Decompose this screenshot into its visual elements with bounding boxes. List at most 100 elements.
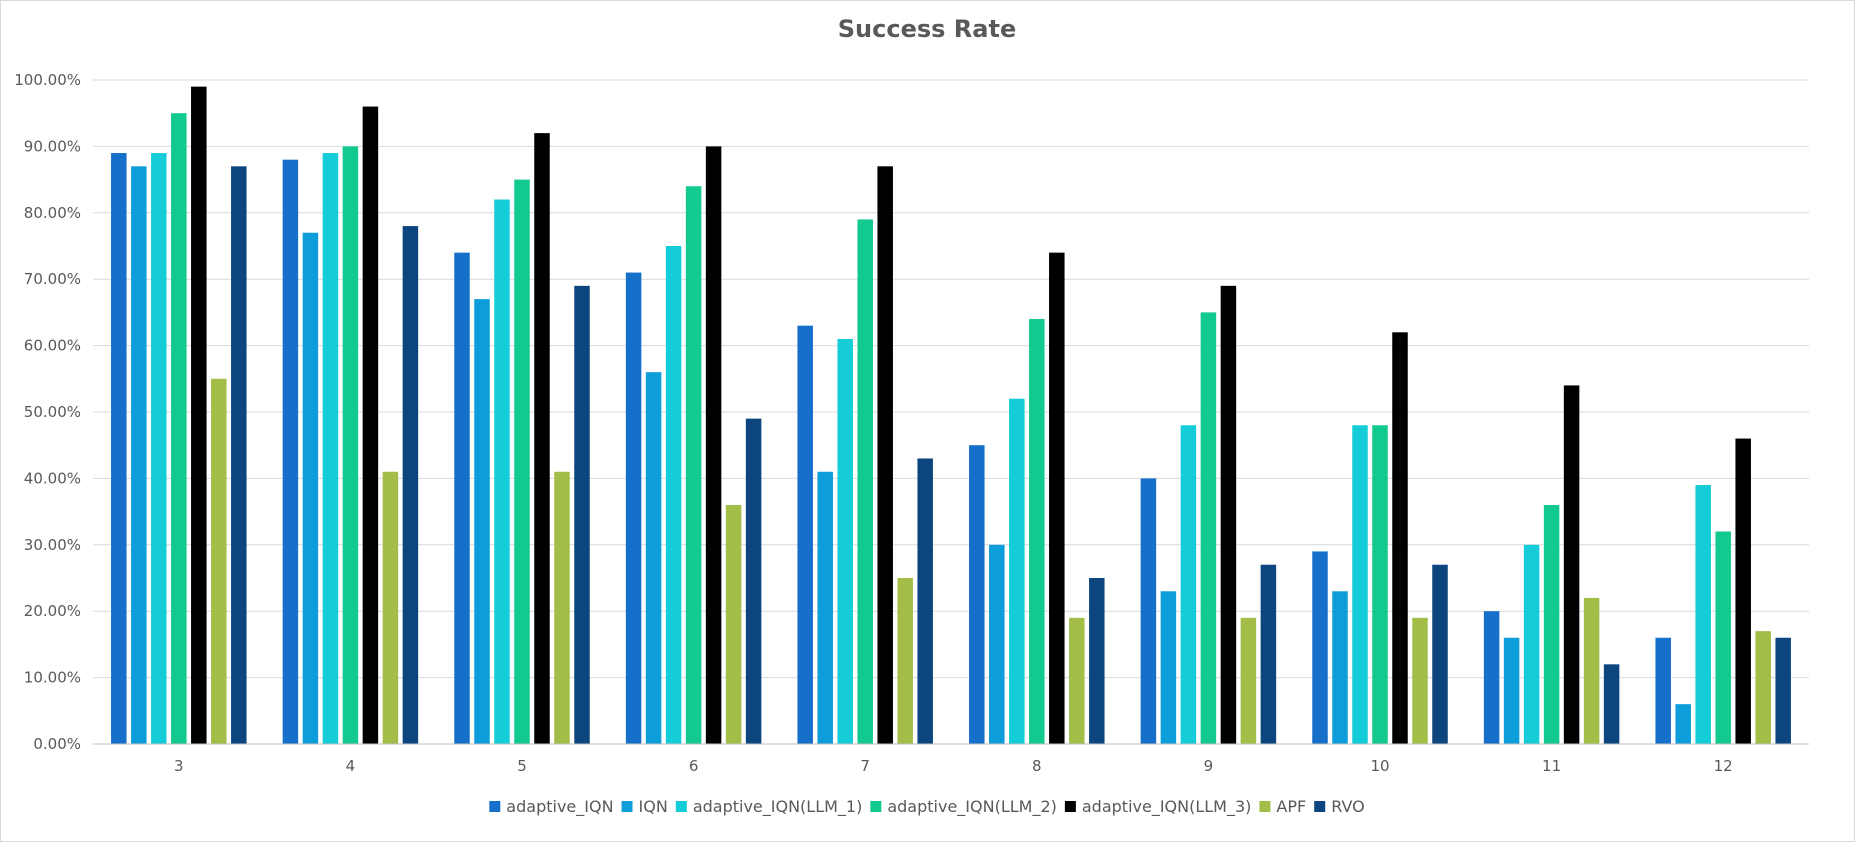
legend-label: adaptive_IQN(LLM_3) [1082,797,1252,817]
bar [474,299,490,744]
x-tick-label: 11 [1542,757,1561,775]
x-tick-label: 5 [517,757,527,775]
bar [817,471,833,744]
bar [1312,551,1328,744]
bar [1200,312,1217,744]
legend-item: adaptive_IQN(LLM_2) [870,797,1057,817]
bar [1432,564,1448,744]
bar [1352,425,1368,744]
x-tick-label: 10 [1370,757,1389,775]
legend-item: adaptive_IQN(LLM_3) [1064,797,1252,817]
legend: adaptive_IQN IQN adaptive_IQN(LLM_1) adapti… [489,797,1365,817]
bar [1140,478,1157,744]
y-tick-label: 40.00% [24,469,81,487]
bar [382,471,399,744]
bar [1523,544,1540,744]
bar [1069,617,1085,744]
x-tick-label: 6 [689,757,699,775]
bar [1543,504,1560,744]
x-tick-label: 3 [174,757,184,775]
bar [897,578,913,744]
bar [342,146,359,744]
bar [131,166,147,744]
bar [1755,631,1771,744]
bar [322,153,339,745]
y-tick-label: 0.00% [33,735,81,753]
legend-swatch [675,801,687,812]
bar [1655,637,1671,744]
legend-swatch [1314,801,1326,812]
legend-item: APF [1259,797,1306,816]
bar [211,378,227,744]
bar [1775,637,1791,744]
chart-title: Success Rate [838,15,1016,43]
bar [877,166,893,744]
y-tick-label: 30.00% [24,536,81,554]
x-tick-label: 7 [860,757,870,775]
bar [745,418,762,744]
y-axis-ticks: 0.00% 10.00% 20.00% 30.00% 40.00% 50.00% 60.00… [14,71,81,753]
bar [1049,252,1065,744]
legend-item: adaptive_IQN(LLM_1) [675,797,862,817]
bar [1412,617,1428,744]
y-tick-label: 10.00% [24,669,81,687]
y-tick-label: 50.00% [24,403,81,421]
bar [574,285,590,744]
bar [534,133,550,744]
bar [917,458,933,744]
bar [989,544,1005,744]
bar [1583,597,1600,744]
bar [282,159,299,744]
x-tick-label: 4 [346,757,356,775]
bar [1715,531,1731,744]
legend-swatch [1064,801,1076,812]
legend-label: IQN [639,797,668,816]
bar [1332,591,1348,744]
y-tick-label: 80.00% [24,204,81,222]
legend-label: RVO [1331,797,1365,816]
bar [111,153,127,745]
y-tick-label: 70.00% [24,270,81,288]
bar [1392,332,1408,744]
bar [171,113,187,744]
bar [705,146,722,744]
legend-label: APF [1276,797,1306,816]
bar [454,252,470,744]
bar [151,153,167,745]
bar [1260,564,1277,744]
bar [797,325,813,744]
x-tick-label: 8 [1032,757,1042,775]
legend-label: adaptive_IQN [506,797,613,817]
bar [1372,425,1388,744]
legend-swatch [489,801,501,812]
bar [969,445,985,744]
bar [1695,485,1711,744]
legend-swatch [621,801,633,812]
bar [1029,319,1045,744]
bar [1220,285,1237,744]
x-tick-label: 12 [1714,757,1733,775]
bar [1603,664,1620,744]
bar [725,504,742,744]
bar [402,226,419,744]
bar [1089,578,1105,744]
bar [665,246,682,744]
y-tick-label: 60.00% [24,337,81,355]
bar [1735,438,1751,744]
bar [837,338,853,744]
bar [362,106,379,744]
bar [1563,385,1580,744]
y-tick-label: 20.00% [24,602,81,620]
bar [302,232,319,744]
bar [554,471,570,744]
bar [1240,617,1257,744]
bar [494,199,510,744]
x-axis-ticks: 3 4 5 6 7 8 9 10 11 12 [174,757,1733,775]
bar [1503,637,1520,744]
bar [1009,398,1025,744]
legend-swatch [1259,801,1271,812]
bar [857,219,873,744]
bar [1675,704,1691,744]
